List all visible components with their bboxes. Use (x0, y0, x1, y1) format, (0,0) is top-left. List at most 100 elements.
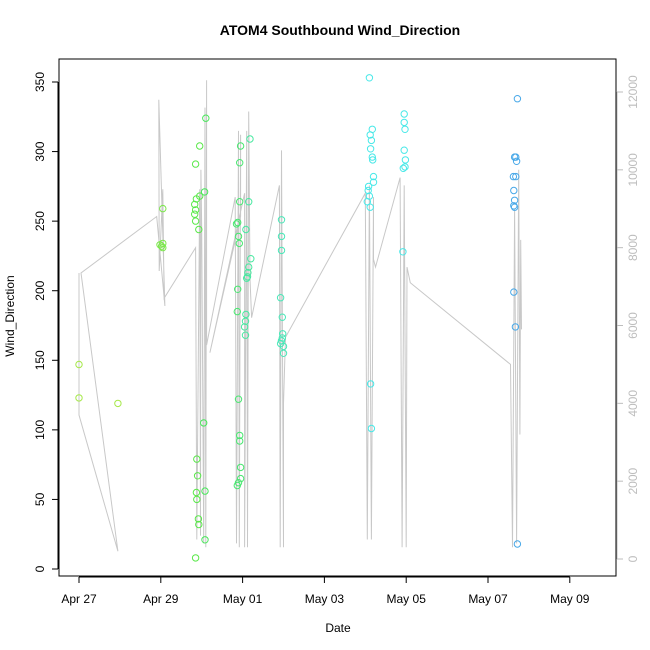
scatter-point (236, 437, 244, 445)
scatter-point (234, 285, 242, 293)
scatter-point (192, 488, 201, 497)
plot-frame (58, 58, 617, 577)
scatter-point (246, 135, 254, 143)
gray-line (78, 80, 522, 552)
scatter-point (363, 198, 371, 206)
scatter-point (75, 394, 83, 402)
scatter-point (365, 74, 374, 82)
scatter-point (364, 186, 372, 195)
scatter-point (244, 268, 252, 277)
scatter-series (75, 74, 522, 562)
scatter-point (513, 95, 522, 103)
scatter-point (232, 220, 241, 228)
scatter-point (276, 294, 285, 302)
x-tick-label: May 07 (468, 592, 508, 606)
scatter-point (510, 202, 518, 210)
scatter-point (367, 424, 376, 433)
scatter-point (234, 218, 242, 227)
scatter-point (243, 274, 251, 282)
x-tick-label: May 03 (305, 592, 345, 606)
y2-tick-label: 4000 (626, 390, 640, 417)
y2-tick-label: 0 (626, 555, 640, 562)
scatter-point (236, 474, 245, 483)
x-tick-label: May 01 (223, 592, 263, 606)
scatter-point (510, 153, 519, 161)
scatter-point (236, 159, 244, 167)
scatter-point (241, 317, 250, 325)
scatter-point (512, 157, 521, 166)
scatter-point (366, 380, 375, 388)
scatter-point (277, 246, 286, 255)
scatter-point (401, 156, 410, 164)
scatter-point (191, 160, 200, 168)
scatter-point (196, 142, 204, 150)
scatter-point (201, 487, 209, 495)
scatter-point (366, 131, 374, 139)
scatter-point (279, 342, 288, 351)
x-axis: Apr 27 Apr 29 May 01 May 03 May 05 May 07 May … (61, 576, 590, 606)
scatter-point (193, 472, 202, 480)
scatter-point (236, 198, 244, 206)
x-tick-label: Apr 27 (61, 592, 97, 606)
scatter-point (401, 125, 409, 134)
scatter-point (159, 204, 167, 213)
scatter-point (193, 495, 201, 504)
scatter-point (513, 540, 522, 548)
scatter-point (510, 203, 519, 211)
scatter-point (247, 255, 255, 263)
y-axis-label: Wind_Direction (3, 275, 17, 356)
y-tick-label: 50 (33, 492, 47, 506)
y-tick-label: 0 (33, 565, 47, 572)
scatter-point (191, 210, 199, 218)
scatter-point (245, 198, 253, 206)
scatter-point (277, 232, 286, 241)
scatter-point (369, 178, 378, 186)
y-tick-label: 300 (33, 141, 47, 161)
y2-tick-label: 10000 (626, 153, 640, 187)
chart-title: ATOM4 Southbound Wind_Direction (220, 22, 460, 38)
x-tick-label: Apr 29 (143, 592, 179, 606)
scatter-point (279, 349, 288, 357)
scatter-point (399, 248, 407, 256)
scatter-point (201, 536, 209, 544)
line-series (78, 80, 522, 552)
scatter-point (193, 455, 201, 463)
scatter-point (241, 331, 250, 339)
y2-tick-label: 12000 (626, 75, 640, 109)
scatter-point (195, 225, 203, 234)
scatter-point (195, 520, 203, 529)
scatter-point (200, 188, 209, 196)
scatter-point (242, 225, 250, 234)
scatter-point (233, 481, 242, 490)
x-axis-label: Date (325, 621, 351, 635)
y-tick-label: 200 (33, 280, 47, 300)
scatter-point (366, 145, 375, 153)
y-tick-label: 100 (33, 420, 47, 440)
scatter-point (369, 156, 377, 164)
scatter-point (191, 206, 200, 214)
scatter-point (194, 515, 203, 523)
y2-tick-label: 8000 (626, 234, 640, 261)
scatter-point (156, 241, 164, 249)
scatter-point (509, 172, 518, 181)
scatter-point (242, 310, 250, 319)
scatter-point (234, 232, 243, 241)
y2-axis: 0 2000 4000 6000 8000 10000 12000 (616, 75, 640, 562)
scatter-point (277, 216, 286, 224)
scatter-point (157, 242, 166, 250)
scatter-point (278, 313, 286, 321)
scatter-point (512, 172, 520, 181)
y-tick-label: 250 (33, 211, 47, 231)
scatter-point (400, 118, 408, 127)
x-tick-label: May 09 (550, 592, 590, 606)
scatter-point (367, 136, 376, 145)
scatter-point (235, 239, 244, 248)
scatter-point (245, 263, 253, 271)
scatter-point (400, 146, 408, 154)
scatter-point (233, 307, 242, 316)
y2-tick-label: 2000 (626, 467, 640, 494)
scatter-point (196, 192, 204, 200)
scatter-point (400, 110, 408, 118)
scatter-point (366, 203, 374, 211)
scatter-point (200, 419, 208, 427)
